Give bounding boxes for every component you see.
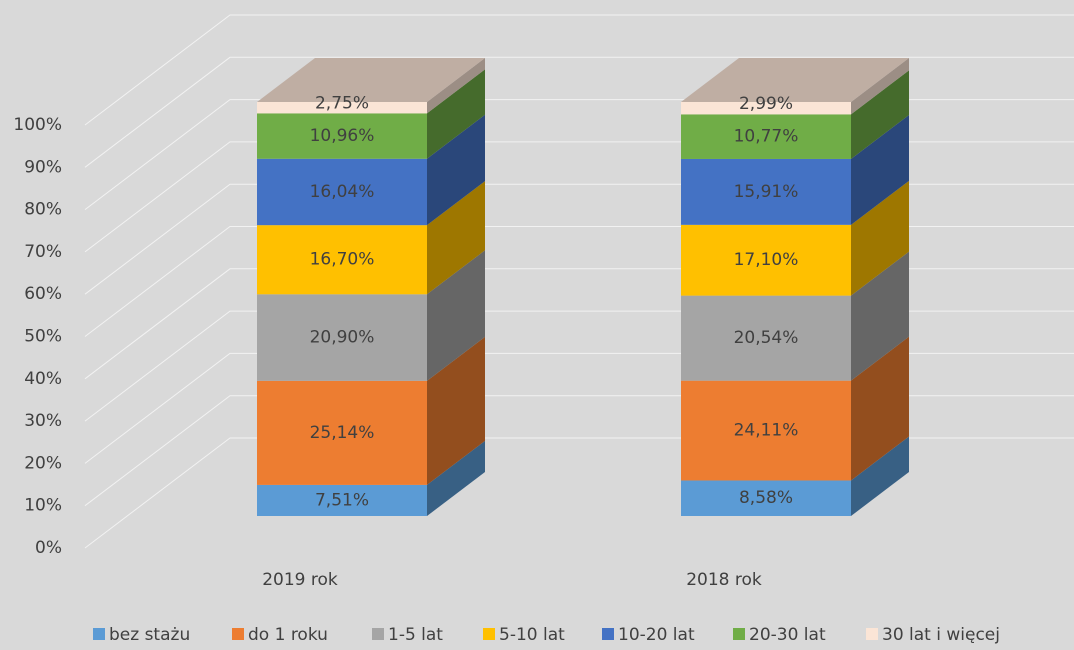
- grid-line: [84, 56, 1074, 168]
- y-tick-label: 0%: [35, 538, 62, 558]
- bar: [257, 380, 427, 485]
- bar-side: [851, 251, 909, 381]
- data-label: 24,11%: [734, 421, 799, 441]
- bar: [681, 480, 851, 516]
- bar: [681, 114, 851, 159]
- legend-label: 10-20 lat: [618, 625, 695, 645]
- data-label: 2,99%: [739, 94, 793, 114]
- bar: [257, 484, 427, 516]
- bar-top: [257, 58, 485, 102]
- bar: [257, 113, 427, 159]
- legend-label: 1-5 lat: [388, 625, 443, 645]
- bar: [681, 380, 851, 481]
- bar-side: [427, 250, 485, 381]
- bar-side: [851, 336, 909, 481]
- bar-side: [427, 336, 485, 485]
- y-tick-label: 90%: [24, 157, 62, 177]
- legend-swatch: [232, 628, 244, 640]
- bar: [257, 225, 427, 295]
- bar-side: [851, 58, 909, 115]
- legend-swatch: [733, 628, 745, 640]
- data-label: 15,91%: [734, 182, 799, 202]
- data-label: 7,51%: [315, 490, 369, 510]
- legend-swatch: [483, 628, 495, 640]
- bar: [257, 158, 427, 226]
- y-tick-label: 70%: [24, 242, 62, 262]
- y-tick-label: 100%: [13, 115, 62, 135]
- legend-swatch: [372, 628, 384, 640]
- data-label: 25,14%: [310, 423, 375, 443]
- bar: [681, 102, 851, 115]
- bar-side: [427, 181, 485, 295]
- bar-side: [851, 114, 909, 225]
- y-tick-label: 30%: [24, 411, 62, 431]
- bar: [257, 294, 427, 381]
- legend-label: do 1 roku: [248, 625, 328, 645]
- data-label: 16,04%: [310, 182, 375, 202]
- bar: [257, 102, 427, 114]
- legend-swatch: [602, 628, 614, 640]
- bar-side: [851, 70, 909, 159]
- legend-label: bez stażu: [109, 625, 190, 645]
- bar-side: [427, 58, 485, 114]
- data-label: 10,96%: [310, 126, 375, 146]
- legend-label: 5-10 lat: [499, 625, 565, 645]
- data-label: 20,54%: [734, 328, 799, 348]
- bar-side: [851, 180, 909, 296]
- data-label: 17,10%: [734, 250, 799, 270]
- bar-top: [681, 58, 909, 102]
- data-label: 16,70%: [310, 250, 375, 270]
- y-tick-label: 20%: [24, 453, 62, 473]
- data-label: 2,75%: [315, 94, 369, 114]
- x-tick-label: 2018 rok: [686, 570, 762, 590]
- data-label: 10,77%: [734, 127, 799, 147]
- y-tick-label: 80%: [24, 200, 62, 220]
- y-tick-label: 60%: [24, 284, 62, 304]
- y-tick-label: 40%: [24, 369, 62, 389]
- legend-swatch: [866, 628, 878, 640]
- bar: [681, 158, 851, 225]
- bar-side: [427, 114, 485, 226]
- data-label: 20,90%: [310, 328, 375, 348]
- data-label: 8,58%: [739, 488, 793, 508]
- legend-label: 30 lat i więcej: [882, 625, 1000, 645]
- bar-side: [851, 436, 909, 516]
- bar: [681, 224, 851, 296]
- bar: [681, 295, 851, 381]
- legend-swatch: [93, 628, 105, 640]
- y-tick-label: 50%: [24, 327, 62, 347]
- bar-side: [427, 440, 485, 516]
- bar-side: [427, 69, 485, 159]
- legend-label: 20-30 lat: [749, 625, 826, 645]
- y-tick-label: 10%: [24, 496, 62, 516]
- grid-line: [84, 14, 1074, 126]
- x-tick-label: 2019 rok: [262, 570, 338, 590]
